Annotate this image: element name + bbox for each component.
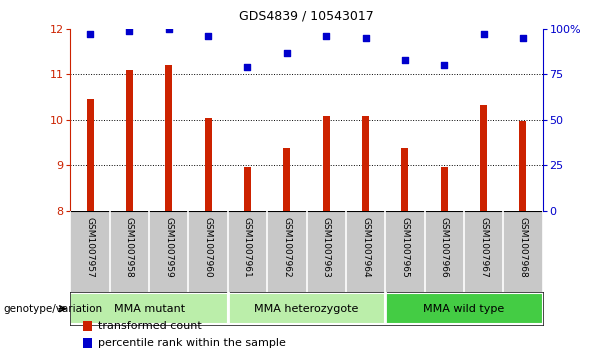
Bar [322, 116, 330, 211]
Text: transformed count: transformed count [98, 321, 202, 331]
Bar [441, 167, 447, 211]
FancyBboxPatch shape [70, 293, 228, 324]
Point [518, 35, 528, 41]
Text: GSM1007965: GSM1007965 [400, 217, 409, 278]
Text: MMA mutant: MMA mutant [113, 303, 185, 314]
Text: genotype/variation: genotype/variation [3, 304, 102, 314]
Bar [519, 121, 527, 211]
Text: GSM1007957: GSM1007957 [86, 217, 94, 278]
Text: GSM1007963: GSM1007963 [322, 217, 330, 278]
Text: GSM1007966: GSM1007966 [440, 217, 449, 278]
Point [204, 33, 213, 39]
Text: GSM1007962: GSM1007962 [283, 217, 291, 278]
Text: GSM1007967: GSM1007967 [479, 217, 488, 278]
Text: GSM1007960: GSM1007960 [204, 217, 213, 278]
Bar [166, 65, 172, 211]
Text: percentile rank within the sample: percentile rank within the sample [98, 338, 286, 348]
FancyBboxPatch shape [228, 293, 385, 324]
Bar [86, 99, 94, 211]
Text: MMA heterozygote: MMA heterozygote [254, 303, 359, 314]
Point [124, 28, 134, 34]
Text: GSM1007958: GSM1007958 [125, 217, 134, 278]
Bar [480, 105, 487, 211]
Point [440, 62, 449, 68]
Point [479, 32, 489, 37]
Bar [205, 118, 211, 211]
Point [360, 35, 370, 41]
Bar [402, 148, 408, 211]
Text: GDS4839 / 10543017: GDS4839 / 10543017 [239, 9, 374, 22]
Point [321, 33, 331, 39]
Text: GSM1007964: GSM1007964 [361, 217, 370, 278]
Text: GSM1007961: GSM1007961 [243, 217, 252, 278]
Bar [244, 167, 251, 211]
Point [85, 32, 95, 37]
Text: GSM1007968: GSM1007968 [519, 217, 527, 278]
Bar [126, 70, 133, 211]
Point [164, 26, 173, 32]
Point [282, 50, 292, 56]
FancyBboxPatch shape [385, 293, 543, 324]
Point [243, 64, 253, 70]
Point [400, 57, 409, 63]
Bar [362, 116, 369, 211]
Bar [283, 148, 291, 211]
Text: GSM1007959: GSM1007959 [164, 217, 173, 278]
Text: MMA wild type: MMA wild type [423, 303, 504, 314]
